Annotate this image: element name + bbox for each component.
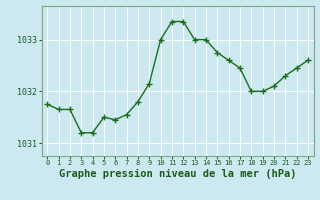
X-axis label: Graphe pression niveau de la mer (hPa): Graphe pression niveau de la mer (hPa): [59, 169, 296, 179]
